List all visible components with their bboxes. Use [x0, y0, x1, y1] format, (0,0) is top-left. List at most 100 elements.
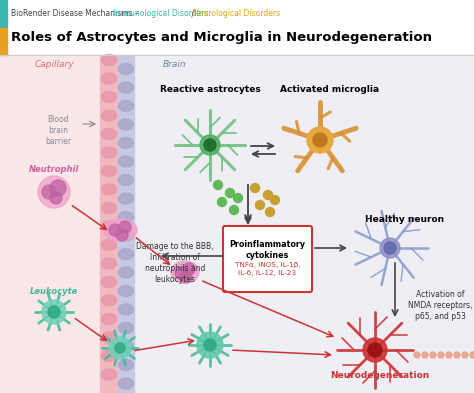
Circle shape	[380, 238, 400, 258]
Circle shape	[218, 198, 227, 206]
Circle shape	[183, 263, 195, 275]
Text: Activation of
NMDA receptors,
p65, and p53: Activation of NMDA receptors, p65, and p…	[408, 290, 472, 321]
Circle shape	[42, 185, 56, 199]
Ellipse shape	[101, 184, 117, 195]
Text: Neutrophil: Neutrophil	[29, 165, 79, 174]
Text: Healthy neuron: Healthy neuron	[365, 215, 445, 224]
Text: Immunological Disorders: Immunological Disorders	[113, 9, 209, 18]
Circle shape	[271, 195, 280, 204]
Circle shape	[213, 180, 222, 189]
Circle shape	[197, 332, 223, 358]
Circle shape	[470, 352, 474, 358]
Text: Capillary: Capillary	[34, 60, 74, 69]
Ellipse shape	[118, 248, 134, 259]
Bar	[100, 55, 118, 393]
Ellipse shape	[118, 341, 134, 352]
Circle shape	[42, 300, 66, 324]
Circle shape	[430, 352, 436, 358]
Circle shape	[313, 133, 327, 147]
Bar	[107, 55, 474, 393]
Bar	[0, 0, 474, 55]
Ellipse shape	[101, 165, 117, 176]
Circle shape	[204, 139, 216, 151]
Circle shape	[200, 135, 220, 155]
FancyBboxPatch shape	[223, 226, 312, 292]
Circle shape	[462, 352, 468, 358]
Ellipse shape	[118, 267, 134, 278]
Ellipse shape	[101, 202, 117, 213]
Ellipse shape	[103, 219, 137, 241]
Ellipse shape	[101, 258, 117, 269]
Circle shape	[422, 352, 428, 358]
Ellipse shape	[101, 221, 117, 232]
Circle shape	[109, 224, 121, 236]
Ellipse shape	[101, 351, 117, 362]
Ellipse shape	[101, 73, 117, 84]
Text: Blood
brain
barrier: Blood brain barrier	[45, 115, 71, 146]
Circle shape	[368, 343, 382, 357]
Ellipse shape	[101, 314, 117, 325]
Circle shape	[175, 267, 187, 279]
Bar	[0, 0, 7, 28]
Ellipse shape	[118, 378, 134, 389]
Ellipse shape	[101, 55, 117, 66]
Circle shape	[204, 339, 216, 351]
Circle shape	[234, 193, 243, 202]
Bar	[0, 55, 107, 393]
Ellipse shape	[118, 230, 134, 241]
Text: Leukocyte: Leukocyte	[30, 287, 78, 296]
Ellipse shape	[171, 261, 199, 283]
Circle shape	[109, 337, 131, 359]
Text: TNFα, iNOS, IL-1β,
IL-6, IL-12, IL-23: TNFα, iNOS, IL-1β, IL-6, IL-12, IL-23	[235, 262, 301, 275]
Circle shape	[446, 352, 452, 358]
Circle shape	[454, 352, 460, 358]
Ellipse shape	[101, 92, 117, 103]
Circle shape	[250, 184, 259, 193]
Ellipse shape	[118, 64, 134, 75]
Circle shape	[180, 271, 192, 283]
Text: Reactive astrocytes: Reactive astrocytes	[160, 85, 260, 94]
Ellipse shape	[118, 323, 134, 334]
Ellipse shape	[101, 110, 117, 121]
Circle shape	[119, 221, 131, 233]
Circle shape	[226, 189, 235, 198]
Ellipse shape	[118, 156, 134, 167]
Circle shape	[414, 352, 420, 358]
Ellipse shape	[118, 360, 134, 371]
Text: Neurological Disorders: Neurological Disorders	[193, 9, 280, 18]
Ellipse shape	[101, 129, 117, 140]
Circle shape	[363, 338, 387, 362]
Ellipse shape	[101, 147, 117, 158]
Circle shape	[48, 306, 60, 318]
Ellipse shape	[101, 239, 117, 250]
Ellipse shape	[118, 211, 134, 222]
Bar	[118, 55, 134, 393]
Ellipse shape	[118, 82, 134, 93]
Circle shape	[116, 229, 128, 241]
Ellipse shape	[101, 277, 117, 288]
Ellipse shape	[118, 138, 134, 149]
Ellipse shape	[118, 285, 134, 296]
Ellipse shape	[118, 101, 134, 112]
Ellipse shape	[101, 369, 117, 380]
Circle shape	[38, 176, 70, 208]
Circle shape	[50, 180, 66, 196]
Circle shape	[384, 242, 396, 254]
Circle shape	[307, 127, 333, 153]
Ellipse shape	[118, 304, 134, 315]
Text: /: /	[189, 9, 196, 18]
Bar	[0, 28, 7, 55]
Ellipse shape	[101, 332, 117, 343]
Text: Activated microglia: Activated microglia	[281, 85, 380, 94]
Ellipse shape	[118, 193, 134, 204]
Circle shape	[265, 208, 274, 217]
Text: Proinflammatory
cytokines: Proinflammatory cytokines	[229, 240, 306, 260]
Circle shape	[255, 200, 264, 209]
Text: BioRender Disease Mechanisms –: BioRender Disease Mechanisms –	[11, 9, 141, 18]
Circle shape	[115, 343, 125, 353]
Circle shape	[438, 352, 444, 358]
Ellipse shape	[118, 174, 134, 185]
Ellipse shape	[101, 295, 117, 306]
Text: Damage to the BBB,
Infiltration of
neutrophils and
leukocytes: Damage to the BBB, Infiltration of neutr…	[136, 242, 214, 284]
Circle shape	[229, 206, 238, 215]
